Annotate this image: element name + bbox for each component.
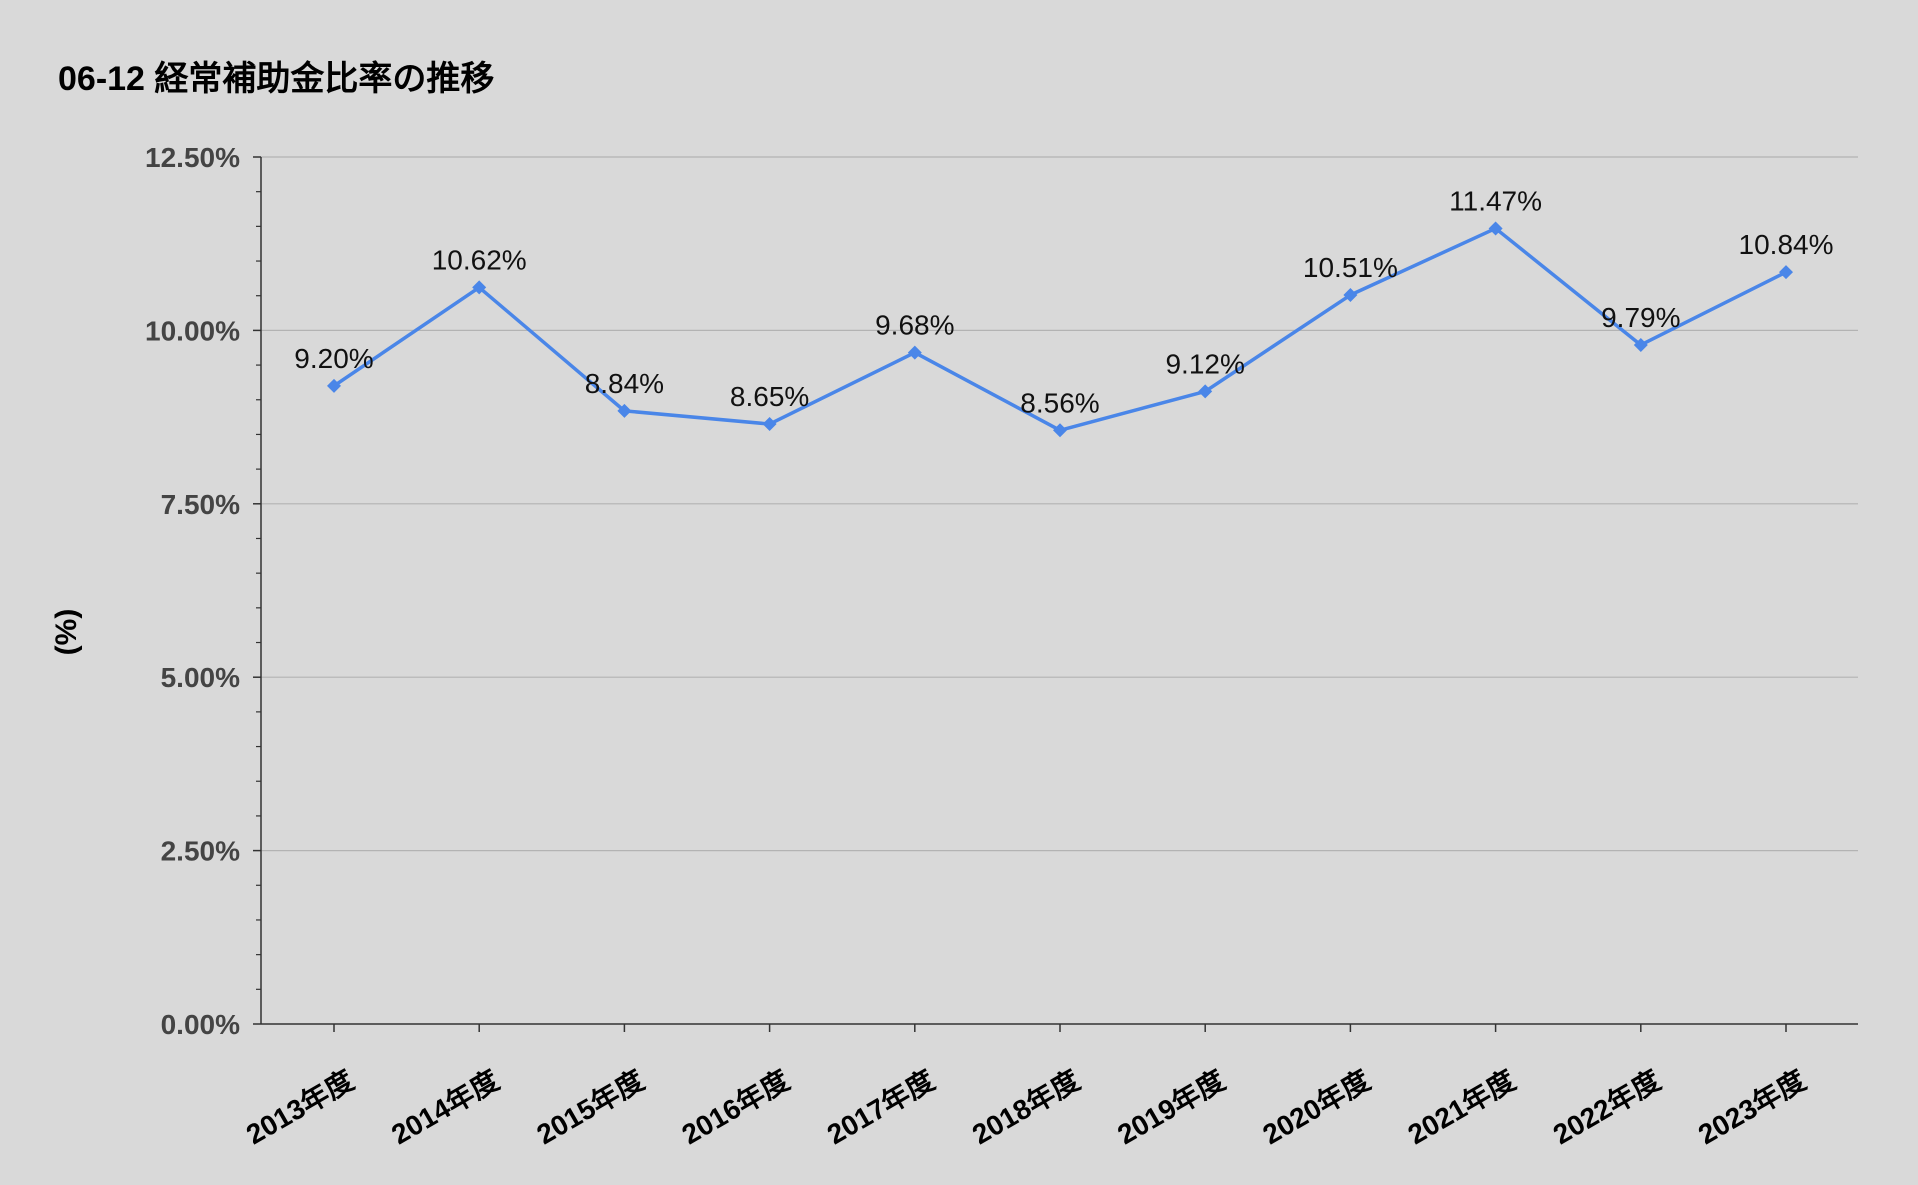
x-tick-label: 2016年度: [676, 1063, 794, 1150]
axes: [253, 156, 1858, 1032]
data-label: 10.62%: [432, 244, 527, 275]
x-tick-label: 2019年度: [1112, 1063, 1230, 1150]
y-axis-label: (%): [50, 609, 83, 656]
data-point-marker: [1343, 288, 1358, 303]
data-point-marker: [1198, 384, 1213, 399]
y-tick-labels: 0.00% 2.50% 5.00% 7.50% 10.00% 12.50%: [145, 142, 240, 1040]
data-label: 9.12%: [1165, 348, 1244, 379]
data-point-marker: [472, 280, 487, 295]
x-tick-labels: 2013年度 2014年度 2015年度 2016年度 2017年度 2018年度 2019…: [241, 1063, 1811, 1150]
x-tick-label: 2018年度: [967, 1063, 1085, 1150]
data-label: 9.68%: [875, 310, 954, 341]
data-label: 10.84%: [1739, 229, 1834, 260]
data-label: 8.56%: [1020, 387, 1099, 418]
y-tick-label: 10.00%: [145, 315, 240, 346]
y-tick-label: 5.00%: [161, 662, 240, 693]
x-tick-label: 2023年度: [1693, 1063, 1811, 1150]
y-tick-label: 7.50%: [161, 489, 240, 520]
data-label: 11.47%: [1449, 185, 1542, 216]
x-tick-label: 2021年度: [1402, 1063, 1520, 1150]
data-point-marker: [617, 403, 632, 418]
data-label: 9.20%: [294, 343, 373, 374]
data-label: 8.84%: [585, 368, 664, 399]
data-labels: 9.20% 10.62% 8.84% 8.65% 9.68% 8.56% 9.12% 10.5…: [294, 185, 1833, 418]
data-point-marker: [1053, 423, 1067, 438]
data-point-marker: [762, 417, 777, 432]
y-tick-label: 0.00%: [161, 1009, 240, 1040]
data-point-marker: [1488, 221, 1503, 236]
x-tick-label: 2014年度: [386, 1063, 504, 1150]
data-point-marker: [907, 345, 922, 360]
data-point-marker: [1779, 265, 1793, 280]
x-tick-label: 2013年度: [241, 1063, 359, 1150]
x-tick-label: 2022年度: [1547, 1063, 1665, 1150]
x-tick-label: 2015年度: [531, 1063, 649, 1150]
chart-title: 06-12 経常補助金比率の推移: [58, 59, 494, 98]
data-point-marker: [327, 378, 341, 393]
x-tick-label: 2017年度: [821, 1063, 939, 1150]
y-tick-label: 2.50%: [161, 836, 240, 867]
data-label: 10.51%: [1303, 252, 1398, 283]
data-point-marker: [1633, 337, 1648, 352]
data-points: [327, 221, 1793, 438]
data-label: 8.65%: [730, 381, 809, 412]
data-label: 9.79%: [1601, 302, 1680, 333]
y-tick-label: 12.50%: [145, 142, 240, 173]
x-tick-label: 2020年度: [1257, 1063, 1375, 1150]
